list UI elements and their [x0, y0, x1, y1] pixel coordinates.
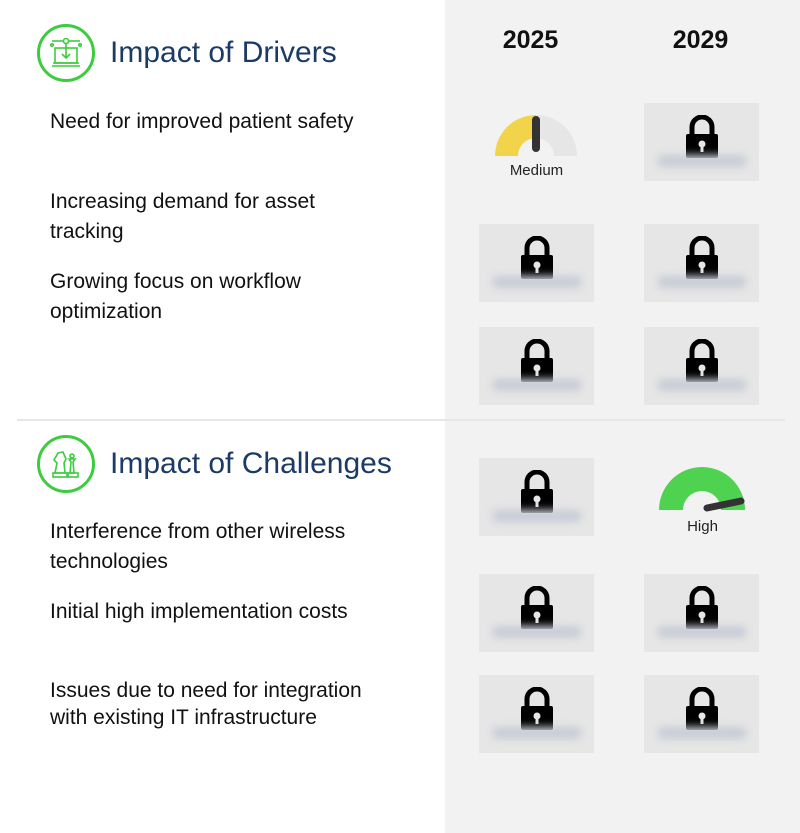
- blurred-value: [493, 510, 581, 522]
- locked-cell-2025[interactable]: [479, 224, 594, 302]
- gauge-level-label: High: [687, 518, 718, 535]
- impact-gauge-medium: Medium: [479, 112, 594, 192]
- challenge-label: Interference from other wireless technol…: [50, 520, 346, 573]
- blurred-value: [658, 379, 746, 391]
- driver-label: Increasing demand for asset tracking: [50, 190, 315, 243]
- circuit-laptop-icon: [37, 24, 95, 82]
- section-divider: [17, 419, 785, 421]
- locked-cell-2025[interactable]: [479, 458, 594, 536]
- blurred-value: [658, 727, 746, 739]
- challenges-title: Impact of Challenges: [110, 447, 392, 480]
- blurred-value: [493, 276, 581, 288]
- locked-cell-2025[interactable]: [479, 574, 594, 652]
- challenge-label: Issues due to need for integration with …: [50, 679, 362, 729]
- locked-cell-2025[interactable]: [479, 675, 594, 753]
- blurred-value: [658, 155, 746, 167]
- gauge-level-label: Medium: [509, 162, 564, 179]
- blurred-value: [493, 727, 581, 739]
- year-2025-header: 2025: [502, 26, 559, 54]
- year-2029-header: 2029: [672, 26, 729, 54]
- driver-label: Need for improved patient safety: [50, 110, 354, 133]
- drivers-title: Impact of Drivers: [110, 36, 337, 69]
- challenge-label: Initial high implementation costs: [50, 600, 348, 623]
- blurred-value: [658, 276, 746, 288]
- impact-gauge-high: High: [645, 466, 760, 546]
- locked-cell-2029[interactable]: [644, 224, 759, 302]
- blurred-value: [493, 626, 581, 638]
- blurred-value: [658, 626, 746, 638]
- driver-label: Growing focus on workflow optimization: [50, 270, 301, 323]
- locked-cell-2029[interactable]: [644, 574, 759, 652]
- blurred-value: [493, 379, 581, 391]
- locked-cell-2025[interactable]: [479, 327, 594, 405]
- locked-cell-2029[interactable]: [644, 675, 759, 753]
- locked-cell-2029[interactable]: [644, 327, 759, 405]
- locked-cell-2029[interactable]: [644, 103, 759, 181]
- chess-pieces-icon: [37, 435, 95, 493]
